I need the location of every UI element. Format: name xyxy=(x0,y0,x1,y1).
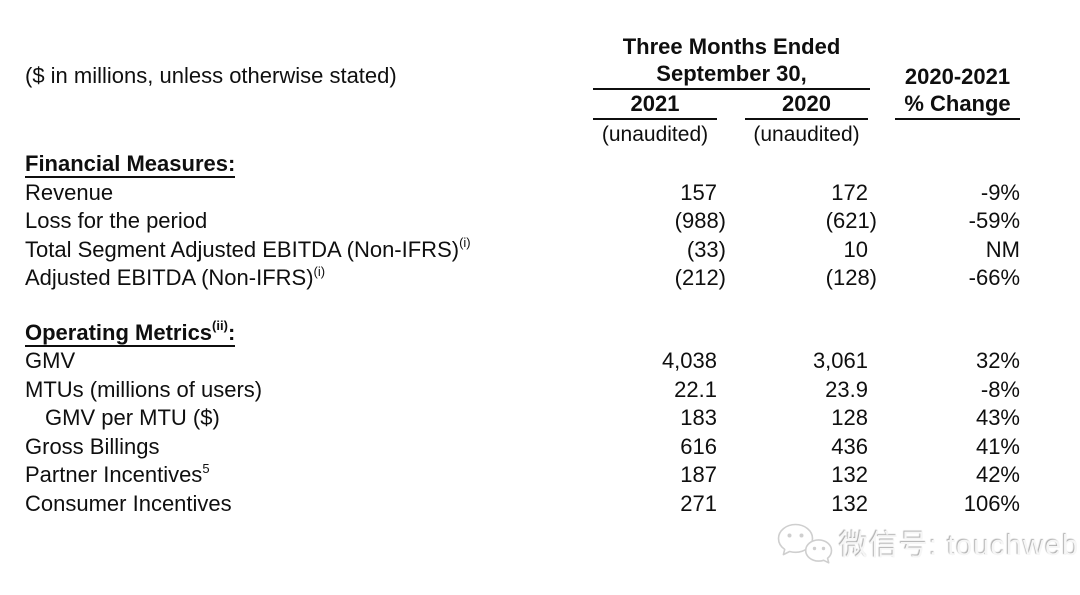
value-2021: 183 xyxy=(680,405,717,430)
section-title: Operating Metrics(ii): xyxy=(25,318,236,347)
value-2020: 10 xyxy=(843,236,868,262)
row-label: MTUs (millions of users) xyxy=(25,376,263,402)
value-2020: 132 xyxy=(831,462,868,487)
column-header-2021: 2021 xyxy=(593,92,717,120)
column-header-2020: 2020 xyxy=(745,92,868,120)
period-header-line1: Three Months Ended xyxy=(622,34,841,59)
section-title-superscript: (ii) xyxy=(212,318,228,334)
table-row: MTUs (millions of users) 22.1 23.9 -8% xyxy=(0,376,1020,405)
row-label: Consumer Incentives xyxy=(25,490,232,516)
period-header-line2: September 30, xyxy=(656,61,807,86)
change-header-years: 2020-2021 xyxy=(904,64,1011,89)
value-2021: 22.1 xyxy=(674,376,717,402)
section-spacer xyxy=(0,293,1020,319)
value-2020: 3,061 xyxy=(812,348,868,373)
row-label: Gross Billings xyxy=(25,433,160,459)
row-label: Revenue xyxy=(25,179,114,205)
row-label: GMV per MTU ($) xyxy=(45,405,220,430)
value-percent-change: 42% xyxy=(975,462,1020,487)
value-2020: 172 xyxy=(831,179,868,205)
period-header: Three Months Ended September 30, xyxy=(593,33,870,90)
section-header-row: Financial Measures: xyxy=(0,150,1020,179)
table-row: Consumer Incentives 271 132 106% xyxy=(0,490,1020,519)
value-2020: (128) xyxy=(825,265,877,290)
unaudited-label-2020: (unaudited) xyxy=(753,123,860,146)
section-title-cell: Financial Measures: xyxy=(0,150,593,179)
value-2021: (212) xyxy=(674,265,726,290)
value-percent-change: -8% xyxy=(980,376,1020,402)
value-percent-change: -9% xyxy=(980,179,1020,205)
value-percent-change: -66% xyxy=(968,265,1020,290)
value-percent-change: 106% xyxy=(963,490,1020,516)
value-2021: 4,038 xyxy=(661,348,717,373)
row-label: Loss for the period xyxy=(25,208,208,233)
unaudited-label-2021: (unaudited) xyxy=(601,123,709,146)
wechat-icon xyxy=(777,523,833,564)
value-2021: 616 xyxy=(680,433,717,459)
value-percent-change: NM xyxy=(985,236,1020,262)
value-2020: 23.9 xyxy=(825,376,868,402)
value-percent-change: 32% xyxy=(975,348,1020,373)
value-percent-change: 41% xyxy=(975,433,1020,459)
row-label: Adjusted EBITDA (Non-IFRS)(i) xyxy=(25,263,326,290)
value-2020: 436 xyxy=(831,433,868,459)
table-row: Total Segment Adjusted EBITDA (Non-IFRS)… xyxy=(0,236,1020,265)
value-2021: 157 xyxy=(680,179,717,205)
value-2020: (621) xyxy=(825,208,877,233)
watermark: 微信号: touchweb xyxy=(776,522,1079,564)
row-label-superscript: (i) xyxy=(313,263,326,279)
column-header-percent-change: % Change xyxy=(895,92,1020,120)
table-row: Partner Incentives5 187 132 42% xyxy=(0,461,1020,490)
value-2021: (988) xyxy=(674,208,726,233)
watermark-text: 微信号: touchweb xyxy=(839,530,1080,562)
units-note: ($ in millions, unless otherwise stated) xyxy=(25,63,397,88)
value-2020: 128 xyxy=(831,405,868,430)
section-title-cell: Operating Metrics(ii): xyxy=(0,319,593,348)
value-2021: 271 xyxy=(680,490,717,516)
table-row: GMV 4,038 3,061 32% xyxy=(0,347,1020,376)
row-label-superscript: (i) xyxy=(459,235,471,251)
table-row: Revenue 157 172 -9% xyxy=(0,179,1020,208)
value-percent-change: -59% xyxy=(968,208,1020,233)
row-label: GMV xyxy=(25,348,76,373)
table-row: Loss for the period (988) (621) -59% xyxy=(0,207,1020,236)
section-title: Financial Measures: xyxy=(25,151,236,178)
value-2021: (33) xyxy=(686,236,726,262)
table-row: GMV per MTU ($) 183 128 43% xyxy=(0,404,1020,433)
value-2020: 132 xyxy=(831,490,868,516)
row-label: Total Segment Adjusted EBITDA (Non-IFRS)… xyxy=(25,235,471,262)
table-row: Gross Billings 616 436 41% xyxy=(0,433,1020,462)
table-row: Adjusted EBITDA (Non-IFRS)(i) (212) (128) -… xyxy=(0,264,1020,293)
row-label: Partner Incentives5 xyxy=(25,460,210,487)
row-label-superscript: 5 xyxy=(202,460,210,476)
section-header-row: Operating Metrics(ii): xyxy=(0,319,1020,348)
value-percent-change: 43% xyxy=(975,405,1020,430)
table-body: Financial Measures: Revenue 157 172 -9% Loss … xyxy=(0,150,1020,518)
value-2021: 187 xyxy=(680,462,717,487)
